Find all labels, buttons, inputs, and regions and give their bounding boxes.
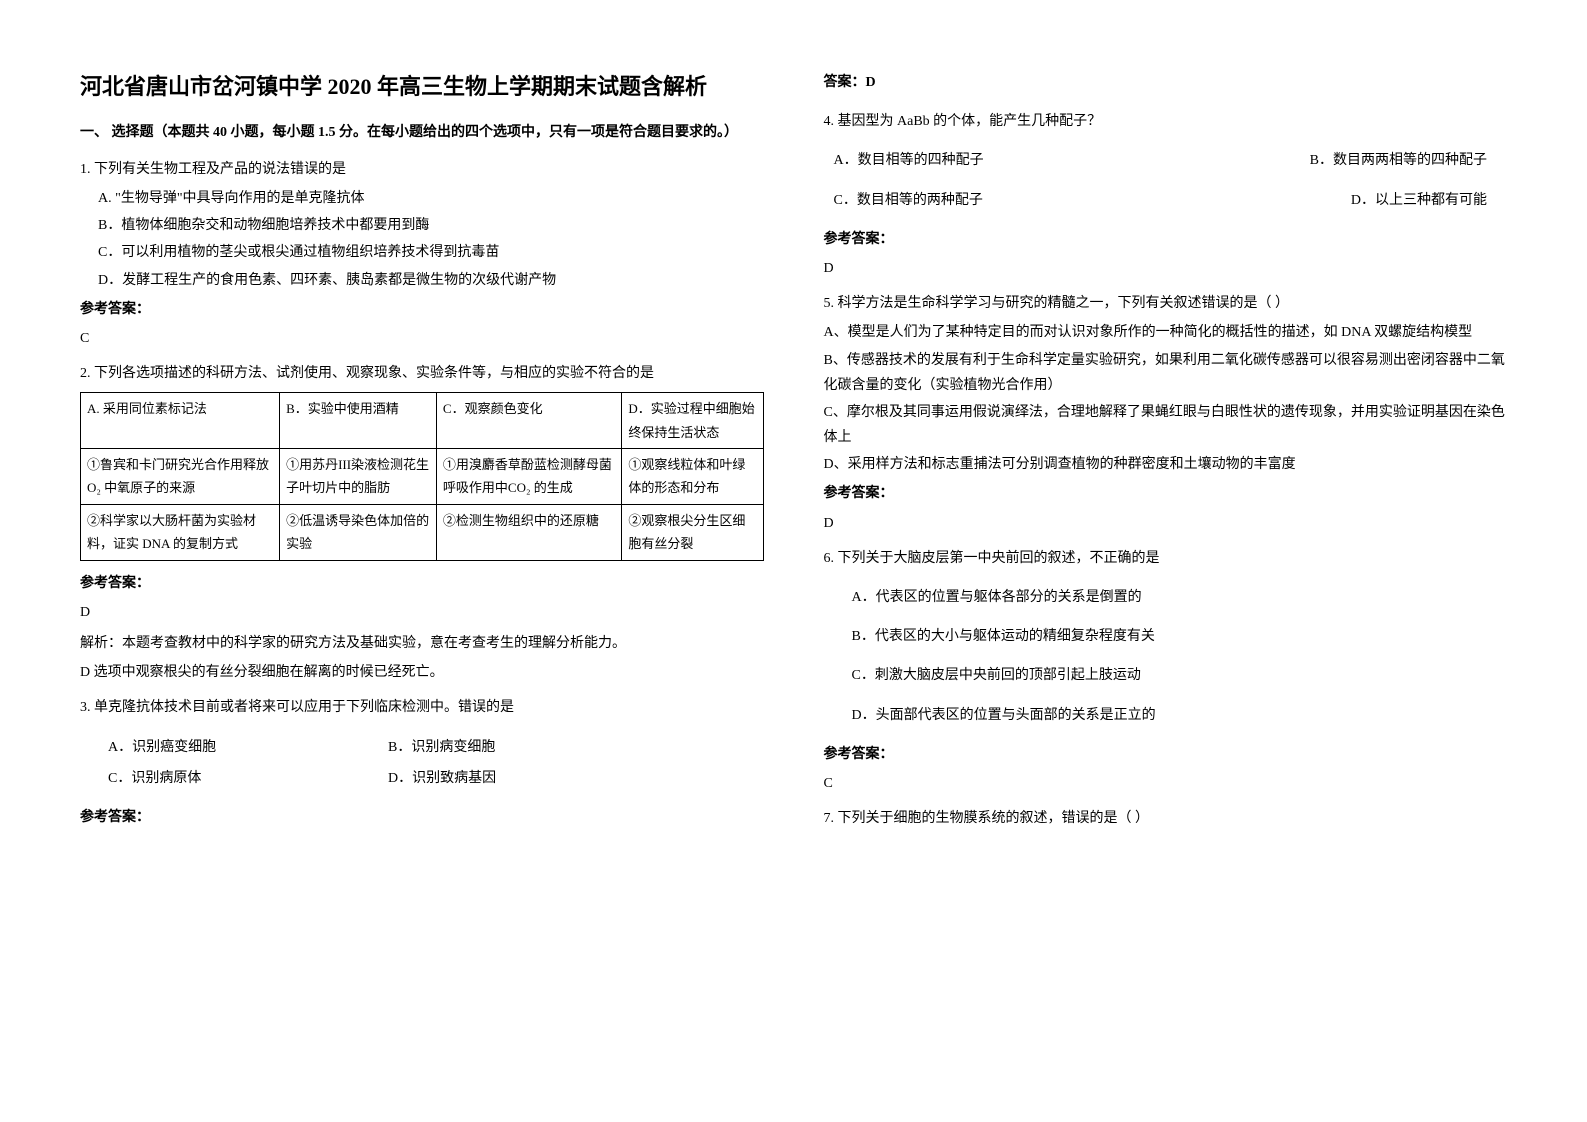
q4-answer-label: 参考答案：	[824, 227, 1508, 252]
q2-th-d: D．实验过程中细胞始终保持生活状态	[622, 393, 763, 449]
q3-answer-label: 参考答案：	[80, 805, 764, 830]
q2-r1-c: ①用溴麝香草酚蓝检测酵母菌呼吸作用中CO₂ 的生成	[436, 449, 621, 505]
q2-th-b: B．实验中使用酒精	[280, 393, 437, 449]
q5-opt-d: D、采用样方法和标志重捕法可分别调查植物的种群密度和土壤动物的丰富度	[824, 452, 1508, 477]
q6-answer-label: 参考答案：	[824, 742, 1508, 767]
q2-table: A. 采用同位素标记法 B．实验中使用酒精 C．观察颜色变化 D．实验过程中细胞…	[80, 392, 764, 560]
q6-opt-d: D．头面部代表区的位置与头面部的关系是正立的	[824, 703, 1508, 728]
q2-answer-label: 参考答案：	[80, 571, 764, 596]
q3-opt-a: A．识别癌变细胞	[108, 735, 388, 760]
q3-opt-c: C．识别病原体	[108, 766, 388, 791]
q1-opt-b: B．植物体细胞杂交和动物细胞培养技术中都要用到酶	[98, 213, 764, 238]
q6-answer: C	[824, 771, 1508, 796]
q6-opt-b: B．代表区的大小与躯体运动的精细复杂程度有关	[824, 624, 1508, 649]
q2-r2-d: ②观察根尖分生区细胞有丝分裂	[622, 504, 763, 560]
q4-opt-a: A．数目相等的四种配子	[824, 148, 1161, 173]
q2-stem: 2. 下列各选项描述的科研方法、试剂使用、观察现象、实验条件等，与相应的实验不符…	[80, 361, 764, 386]
question-5: 5. 科学方法是生命科学学习与研究的精髓之一，下列有关叙述错误的是（ ） A、模…	[824, 291, 1508, 536]
q1-opt-d: D．发酵工程生产的食用色素、四环素、胰岛素都是微生物的次级代谢产物	[98, 268, 764, 293]
q5-answer-label: 参考答案：	[824, 481, 1508, 506]
q4-opt-d: D．以上三种都有可能	[1160, 188, 1507, 213]
q1-opt-a: A. "生物导弹"中具导向作用的是单克隆抗体	[98, 186, 764, 211]
q3-opt-d: D．识别致病基因	[388, 766, 496, 791]
q2-r1-d: ①观察线粒体和叶绿体的形态和分布	[622, 449, 763, 505]
q3-stem: 3. 单克隆抗体技术目前或者将来可以应用于下列临床检测中。错误的是	[80, 695, 764, 720]
q2-r1-b: ①用苏丹III染液检测花生子叶切片中的脂肪	[280, 449, 437, 505]
q5-opt-b: B、传感器技术的发展有利于生命科学定量实验研究，如果利用二氧化碳传感器可以很容易…	[824, 348, 1508, 398]
q2-answer: D	[80, 600, 764, 625]
q2-th-c: C．观察颜色变化	[436, 393, 621, 449]
section-header: 一、 选择题（本题共 40 小题，每小题 1.5 分。在每小题给出的四个选项中，…	[80, 121, 764, 145]
question-4: 4. 基因型为 AaBb 的个体，能产生几种配子？ A．数目相等的四种配子 B．…	[824, 109, 1508, 281]
q4-answer: D	[824, 256, 1508, 281]
q4-opt-b: B．数目两两相等的四种配子	[1160, 148, 1507, 173]
q1-stem: 1. 下列有关生物工程及产品的说法错误的是	[80, 157, 764, 182]
q1-answer: C	[80, 326, 764, 351]
doc-title: 河北省唐山市岔河镇中学 2020 年高三生物上学期期末试题含解析	[80, 70, 764, 103]
q2-r2-c: ②检测生物组织中的还原糖	[436, 504, 621, 560]
q6-opt-a: A．代表区的位置与躯体各部分的关系是倒置的	[824, 585, 1508, 610]
q5-answer: D	[824, 511, 1508, 536]
q2-analysis-1: 解析：本题考查教材中的科学家的研究方法及基础实验，意在考查考生的理解分析能力。	[80, 631, 764, 656]
q3-opt-b: B．识别病变细胞	[388, 735, 495, 760]
q5-stem: 5. 科学方法是生命科学学习与研究的精髓之一，下列有关叙述错误的是（ ）	[824, 291, 1508, 316]
question-7: 7. 下列关于细胞的生物膜系统的叙述，错误的是（ ）	[824, 806, 1508, 831]
q3-answer-line: 答案：D	[824, 70, 1508, 95]
q1-opt-c: C．可以利用植物的茎尖或根尖通过植物组织培养技术得到抗毒苗	[98, 240, 764, 265]
q6-opt-c: C．刺激大脑皮层中央前回的顶部引起上肢运动	[824, 663, 1508, 688]
q1-answer-label: 参考答案：	[80, 297, 764, 322]
q2-analysis-2: D 选项中观察根尖的有丝分裂细胞在解离的时候已经死亡。	[80, 660, 764, 685]
q6-stem: 6. 下列关于大脑皮层第一中央前回的叙述，不正确的是	[824, 546, 1508, 571]
q4-stem: 4. 基因型为 AaBb 的个体，能产生几种配子？	[824, 109, 1508, 134]
question-2: 2. 下列各选项描述的科研方法、试剂使用、观察现象、实验条件等，与相应的实验不符…	[80, 361, 764, 685]
q7-stem: 7. 下列关于细胞的生物膜系统的叙述，错误的是（ ）	[824, 806, 1508, 831]
question-1: 1. 下列有关生物工程及产品的说法错误的是 A. "生物导弹"中具导向作用的是单…	[80, 157, 764, 351]
question-6: 6. 下列关于大脑皮层第一中央前回的叙述，不正确的是 A．代表区的位置与躯体各部…	[824, 546, 1508, 796]
q5-opt-a: A、模型是人们为了某种特定目的而对认识对象所作的一种简化的概括性的描述，如 DN…	[824, 320, 1508, 345]
q2-th-a: A. 采用同位素标记法	[81, 393, 280, 449]
q2-r2-b: ②低温诱导染色体加倍的实验	[280, 504, 437, 560]
q2-r2-a: ②科学家以大肠杆菌为实验材料，证实 DNA 的复制方式	[81, 504, 280, 560]
question-3: 3. 单克隆抗体技术目前或者将来可以应用于下列临床检测中。错误的是 A．识别癌变…	[80, 695, 764, 830]
q2-r1-a: ①鲁宾和卡门研究光合作用释放 O₂ 中氧原子的来源	[81, 449, 280, 505]
q5-opt-c: C、摩尔根及其同事运用假说演绎法，合理地解释了果蝇红眼与白眼性状的遗传现象，并用…	[824, 400, 1508, 450]
q4-opt-c: C．数目相等的两种配子	[824, 188, 1161, 213]
